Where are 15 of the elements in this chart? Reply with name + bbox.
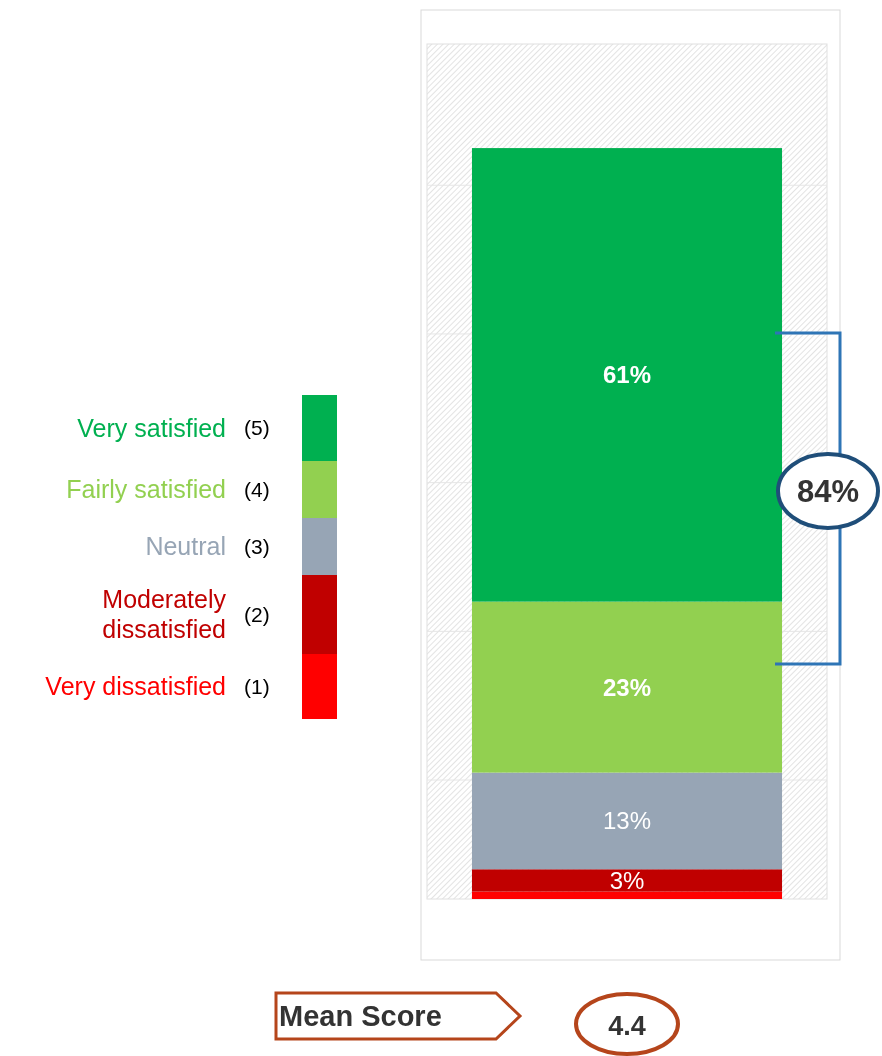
data-label: 13%: [602, 807, 652, 835]
legend-label: Neutral (3): [145, 532, 270, 561]
text: 84%: [796, 473, 860, 509]
text: Very dissatisfied (1): [45, 672, 270, 701]
data-label: 61%: [602, 361, 652, 389]
bar: [471, 869, 783, 892]
bar: [471, 772, 783, 870]
data-label: 3%: [609, 866, 645, 894]
bar: [471, 891, 783, 899]
legend-label: Fairly satisfied (4): [66, 475, 270, 504]
bar: [471, 601, 783, 773]
text: Very satisfied (5): [77, 413, 270, 442]
data-label: 23%: [602, 673, 652, 701]
text: Mean Score: [279, 1000, 442, 1033]
text: 4.4: [608, 1011, 646, 1042]
